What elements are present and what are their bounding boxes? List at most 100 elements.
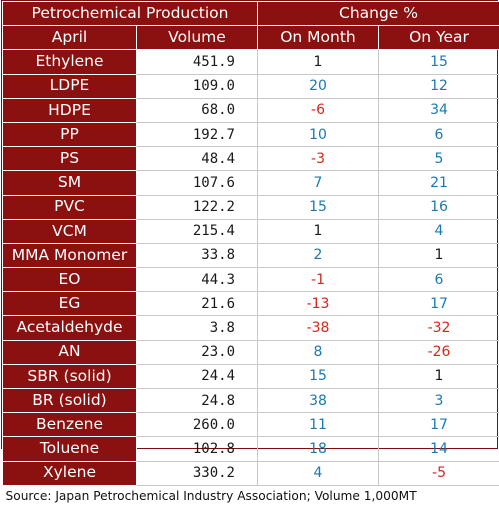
volume-cell: 21.6 xyxy=(137,292,258,316)
product-name: AN xyxy=(3,340,137,364)
on-month-cell: -1 xyxy=(258,268,379,292)
volume-cell: 107.6 xyxy=(137,171,258,195)
on-month-cell: 15 xyxy=(258,364,379,388)
volume-cell: 68.0 xyxy=(137,98,258,122)
on-year-cell: 21 xyxy=(379,171,499,195)
product-name: MMA Monomer xyxy=(3,243,137,267)
production-table-container: Petrochemical Production Change % April … xyxy=(1,0,498,449)
volume-cell: 122.2 xyxy=(137,195,258,219)
product-name: Toluene xyxy=(3,437,137,461)
product-name: HDPE xyxy=(3,98,137,122)
on-year-cell: -26 xyxy=(379,340,499,364)
volume-cell: 215.4 xyxy=(137,219,258,243)
on-year-cell: 1 xyxy=(379,243,499,267)
header-row-top: Petrochemical Production Change % xyxy=(3,2,499,26)
on-month-cell: 1 xyxy=(258,219,379,243)
on-year-cell: 6 xyxy=(379,268,499,292)
on-month-header: On Month xyxy=(258,26,379,50)
volume-cell: 44.3 xyxy=(137,268,258,292)
on-year-cell: 14 xyxy=(379,437,499,461)
on-month-cell: -3 xyxy=(258,147,379,171)
on-year-cell: 6 xyxy=(379,122,499,146)
product-name: LDPE xyxy=(3,74,137,98)
product-name: PS xyxy=(3,147,137,171)
volume-cell: 23.0 xyxy=(137,340,258,364)
product-name: SM xyxy=(3,171,137,195)
product-name: PVC xyxy=(3,195,137,219)
on-month-cell: 10 xyxy=(258,122,379,146)
product-name: Xylene xyxy=(3,461,137,485)
volume-cell: 3.8 xyxy=(137,316,258,340)
on-month-cell: 8 xyxy=(258,340,379,364)
volume-header: Volume xyxy=(137,26,258,50)
on-month-cell: -13 xyxy=(258,292,379,316)
on-month-cell: 1 xyxy=(258,50,379,74)
on-month-cell: 38 xyxy=(258,389,379,413)
volume-cell: 192.7 xyxy=(137,122,258,146)
source-note: Source: Japan Petrochemical Industry Ass… xyxy=(3,485,499,507)
product-name: EO xyxy=(3,268,137,292)
volume-cell: 451.9 xyxy=(137,50,258,74)
volume-cell: 260.0 xyxy=(137,413,258,437)
header-row-columns: April Volume On Month On Year xyxy=(3,26,499,50)
on-month-cell: -38 xyxy=(258,316,379,340)
on-year-cell: 17 xyxy=(379,413,499,437)
on-year-header: On Year xyxy=(379,26,499,50)
on-year-cell: -5 xyxy=(379,461,499,485)
month-header: April xyxy=(3,26,137,50)
on-year-cell: 34 xyxy=(379,98,499,122)
on-month-cell: 15 xyxy=(258,195,379,219)
product-name: Ethylene xyxy=(3,50,137,74)
on-year-cell: 16 xyxy=(379,195,499,219)
volume-cell: 102.8 xyxy=(137,437,258,461)
on-month-cell: 7 xyxy=(258,171,379,195)
change-header: Change % xyxy=(258,2,499,26)
on-month-cell: 4 xyxy=(258,461,379,485)
footer-row: Source: Japan Petrochemical Industry Ass… xyxy=(3,485,499,507)
volume-cell: 48.4 xyxy=(137,147,258,171)
product-name: VCM xyxy=(3,219,137,243)
volume-cell: 33.8 xyxy=(137,243,258,267)
on-year-cell: 12 xyxy=(379,74,499,98)
on-year-cell: 4 xyxy=(379,219,499,243)
on-month-cell: 2 xyxy=(258,243,379,267)
on-year-cell: 5 xyxy=(379,147,499,171)
table-title: Petrochemical Production xyxy=(3,2,258,26)
product-name: Acetaldehyde xyxy=(3,316,137,340)
on-month-cell: 20 xyxy=(258,74,379,98)
product-name: Benzene xyxy=(3,413,137,437)
volume-cell: 24.8 xyxy=(137,389,258,413)
on-year-cell: 3 xyxy=(379,389,499,413)
product-name: BR (solid) xyxy=(3,389,137,413)
on-year-cell: 15 xyxy=(379,50,499,74)
product-name: EG xyxy=(3,292,137,316)
on-month-cell: 18 xyxy=(258,437,379,461)
volume-cell: 24.4 xyxy=(137,364,258,388)
on-month-cell: -6 xyxy=(258,98,379,122)
volume-cell: 109.0 xyxy=(137,74,258,98)
volume-cell: 330.2 xyxy=(137,461,258,485)
product-name: SBR (solid) xyxy=(3,364,137,388)
on-year-cell: 1 xyxy=(379,364,499,388)
on-month-cell: 11 xyxy=(258,413,379,437)
product-name: PP xyxy=(3,122,137,146)
on-year-cell: -32 xyxy=(379,316,499,340)
